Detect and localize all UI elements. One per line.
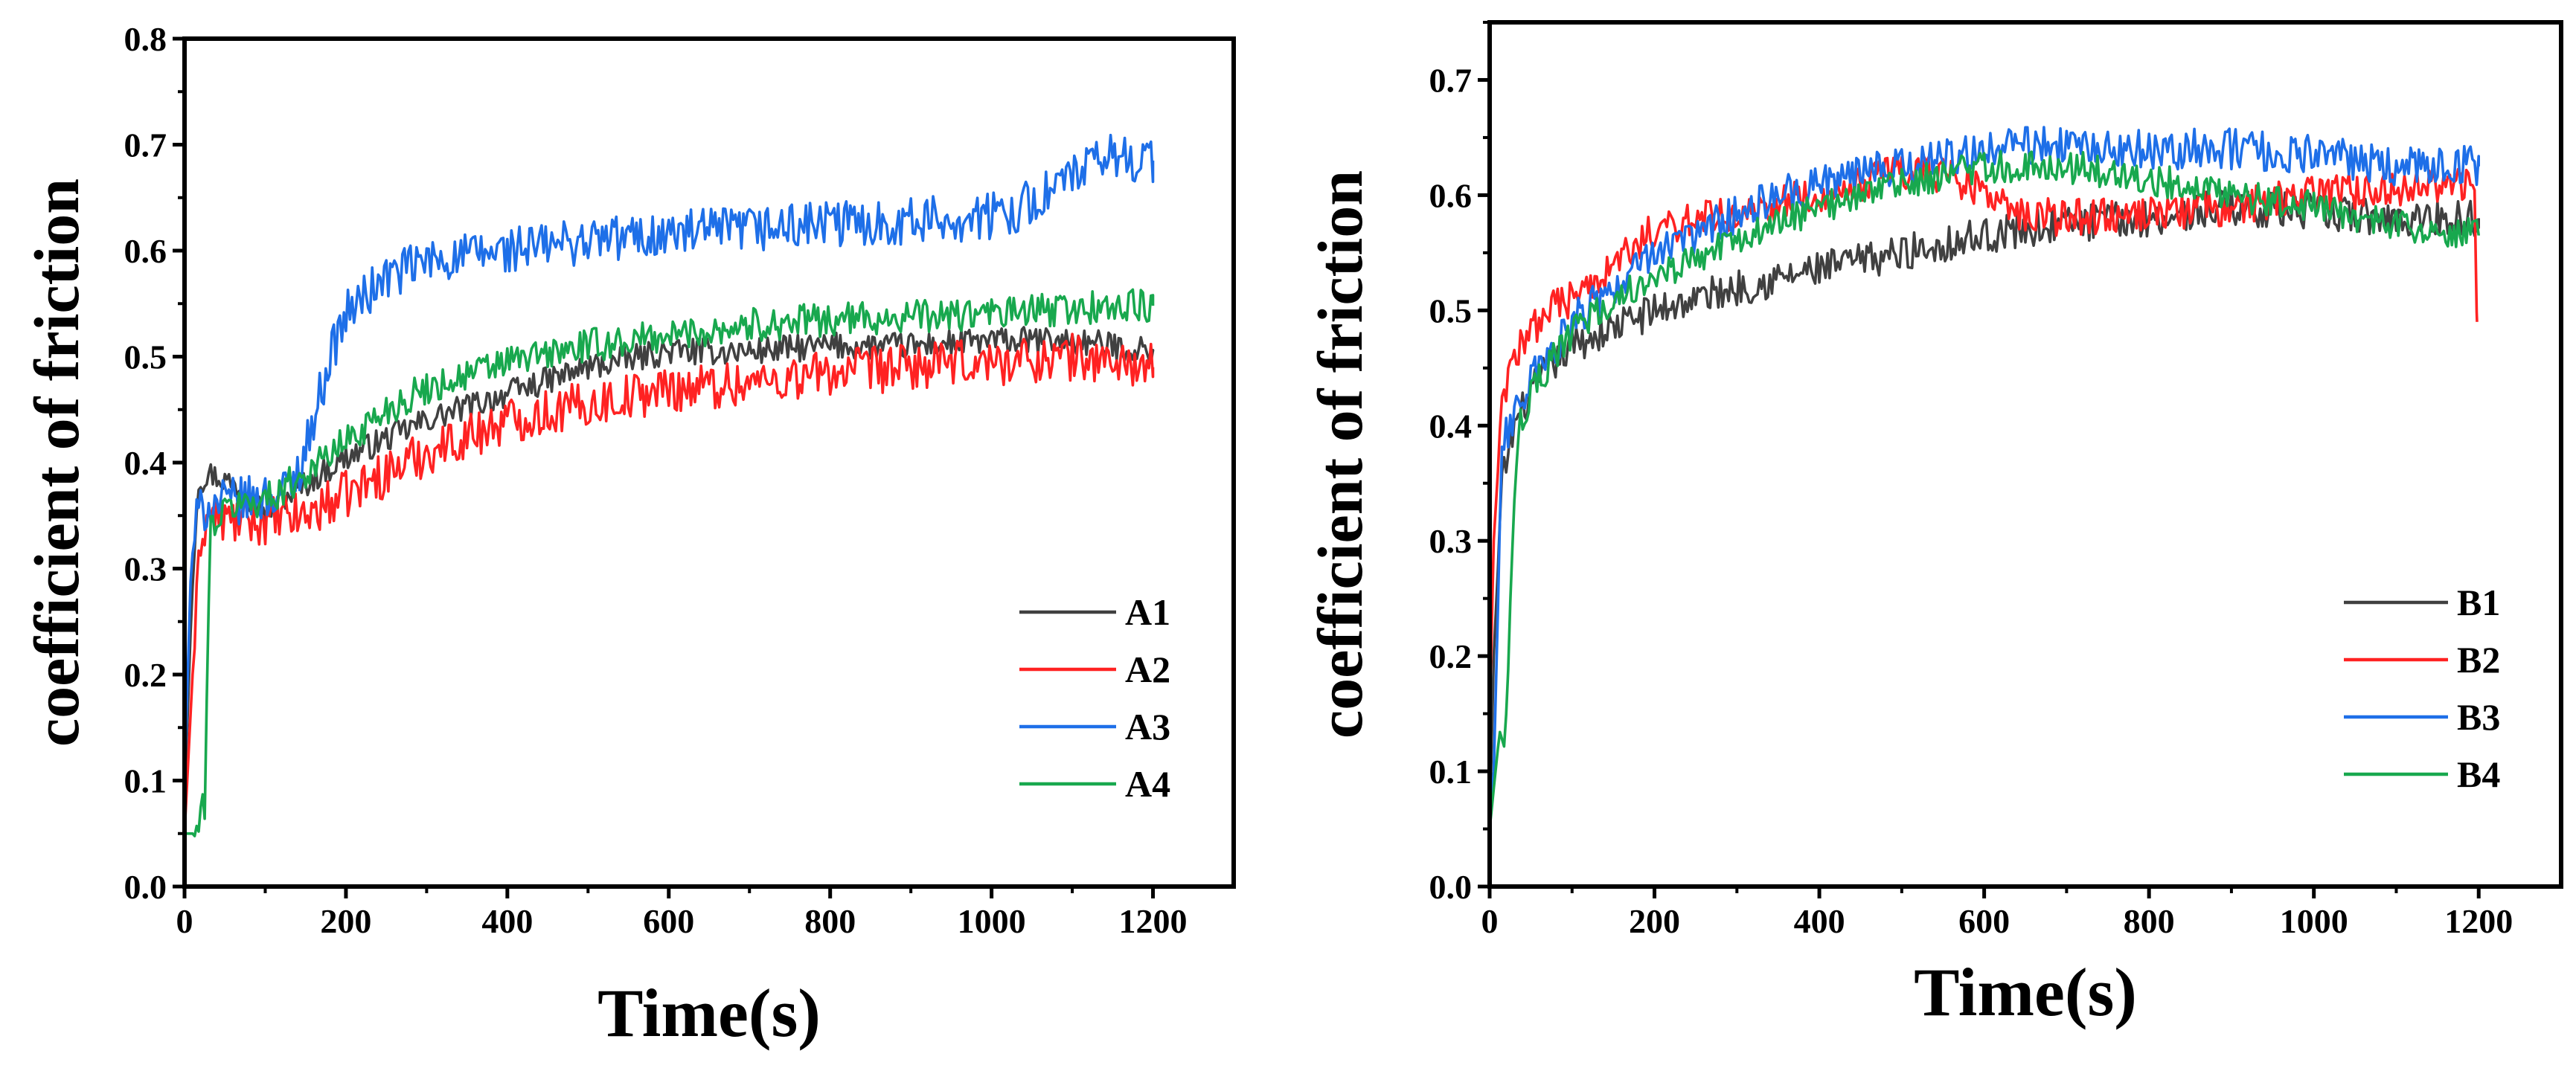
legend-label-A1: A1 bbox=[1125, 591, 1170, 633]
y-tick-label: 0.7 bbox=[124, 126, 167, 164]
x-tick-label: 0 bbox=[1481, 902, 1499, 940]
y-tick-label: 0.1 bbox=[1429, 753, 1473, 791]
x-tick-label: 1200 bbox=[1119, 902, 1188, 940]
x-tick-label: 400 bbox=[481, 902, 533, 940]
series-line-A1 bbox=[185, 326, 1155, 802]
y-axis-title: coefficient of friction bbox=[21, 178, 92, 747]
y-tick-label: 0.4 bbox=[124, 444, 167, 482]
legend: A1 A2 A3 A4 bbox=[1019, 591, 1170, 805]
y-tick-label: 0.8 bbox=[124, 20, 167, 58]
legend-label-B4: B4 bbox=[2457, 753, 2500, 795]
series-group bbox=[185, 133, 1155, 837]
x-tick-label: 0 bbox=[176, 902, 193, 940]
legend-label-A3: A3 bbox=[1125, 706, 1170, 747]
y-tick-label: 0.5 bbox=[1429, 292, 1473, 329]
legend-label-A2: A2 bbox=[1125, 649, 1170, 690]
y-tick-label: 0.6 bbox=[1429, 176, 1473, 214]
y-tick-label: 0.0 bbox=[124, 868, 167, 906]
y-tick-label: 0.6 bbox=[124, 232, 167, 270]
series-line-B2 bbox=[1490, 155, 2479, 714]
y-tick-label: 0.3 bbox=[124, 550, 167, 588]
x-tick-label: 600 bbox=[643, 902, 694, 940]
legend-label-B2: B2 bbox=[2457, 639, 2500, 681]
legend-label-B3: B3 bbox=[2457, 696, 2500, 738]
y-tick-label: 0.1 bbox=[124, 762, 167, 800]
plot-frame bbox=[1487, 20, 2563, 889]
y-tick-label: 0.7 bbox=[1429, 61, 1473, 99]
chart-panel-left: 0 200 400 600 800 1000 1200 0.0 0.1 0.2 0.3 0.4 0.5 0… bbox=[21, 20, 1236, 1051]
legend: B1 B2 B3 B4 bbox=[2344, 582, 2500, 795]
legend-label-B1: B1 bbox=[2457, 582, 2500, 623]
series-group bbox=[1490, 126, 2480, 829]
y-tick-label: 0.5 bbox=[124, 338, 167, 376]
legend-label-A4: A4 bbox=[1125, 763, 1170, 805]
chart-panel-right: 0 200 400 600 800 1000 1200 0.0 0.1 0.2 0.3 0.4 0.5 0… bbox=[1304, 20, 2563, 1030]
x-tick-label: 1200 bbox=[2444, 902, 2513, 940]
x-tick-label: 800 bbox=[804, 902, 856, 940]
series-line-B4 bbox=[1490, 149, 2480, 829]
series-line-A3 bbox=[185, 133, 1155, 781]
x-axis-title: Time(s) bbox=[1914, 954, 2137, 1030]
y-axis-title: coefficient of friction bbox=[1304, 170, 1376, 739]
y-tick-label: 0.2 bbox=[1429, 637, 1473, 675]
y-tick-label: 0.4 bbox=[1429, 407, 1473, 445]
x-tick-label: 1000 bbox=[958, 902, 1026, 940]
x-tick-label: 1000 bbox=[2280, 902, 2348, 940]
series-line-B3 bbox=[1490, 126, 2480, 829]
y-tick-label: 0.2 bbox=[124, 656, 167, 694]
y-tick-label: 0.3 bbox=[1429, 522, 1473, 560]
x-tick-label: 200 bbox=[320, 902, 371, 940]
y-tick-label: 0.0 bbox=[1429, 868, 1473, 906]
x-axis-title: Time(s) bbox=[597, 975, 821, 1051]
x-tick-label: 800 bbox=[2124, 902, 2175, 940]
series-line-A4 bbox=[185, 288, 1155, 837]
x-tick-label: 400 bbox=[1794, 902, 1845, 940]
x-tick-label: 600 bbox=[1958, 902, 2010, 940]
series-line-A2 bbox=[185, 332, 1155, 834]
x-tick-label: 200 bbox=[1629, 902, 1680, 940]
